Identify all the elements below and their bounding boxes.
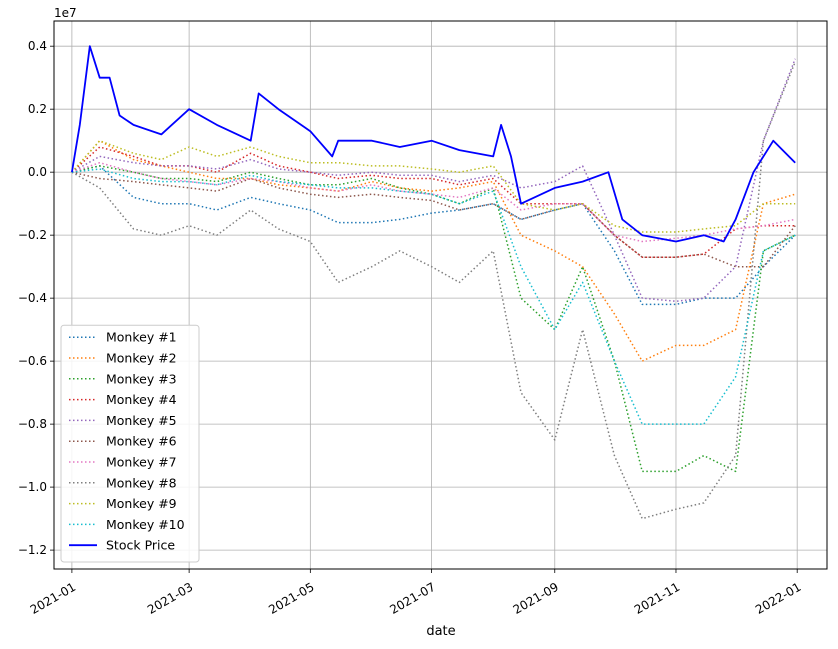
y-tick-label: −0.4 <box>18 291 47 305</box>
y-scale-label: 1e7 <box>54 6 77 20</box>
series-line-1 <box>71 165 796 306</box>
legend-label: Monkey #3 <box>106 371 177 386</box>
x-axis-label: date <box>426 624 455 639</box>
series-line-10 <box>71 168 796 425</box>
legend-label: Monkey #9 <box>106 496 177 511</box>
y-axis: −1.2 −1.0 −0.8 −0.6 −0.4 −0.2 0.0 0.2 0.4 <box>18 39 54 557</box>
y-tick-label: 0.4 <box>28 39 47 53</box>
legend-label: Monkey #2 <box>106 351 177 366</box>
y-tick-label: −1.0 <box>18 480 47 494</box>
series-line-7 <box>71 161 796 243</box>
series-line-9 <box>71 139 796 233</box>
legend-label: Monkey #10 <box>106 517 185 532</box>
legend: Monkey #1 Monkey #2 Monkey #3 Monkey #4 Monk… <box>60 324 200 563</box>
y-tick-label: −0.6 <box>18 354 47 368</box>
series-line-2 <box>71 139 796 362</box>
series-line-8 <box>71 61 796 520</box>
legend-label: Monkey #8 <box>106 475 177 490</box>
legend-label: Monkey #7 <box>106 455 177 470</box>
series-line-5 <box>71 58 796 303</box>
y-tick-label: 0.0 <box>28 165 47 179</box>
legend-label: Monkey #5 <box>106 413 177 428</box>
y-tick-label: −0.2 <box>18 228 47 242</box>
legend-label: Stock Price <box>106 538 175 553</box>
y-tick-label: 0.2 <box>28 102 47 116</box>
y-tick-label: −0.8 <box>18 417 47 431</box>
legend-label: Monkey #4 <box>106 392 177 407</box>
legend-box <box>60 324 200 563</box>
axes-frame <box>53 20 828 570</box>
plot-area <box>71 45 796 520</box>
legend-label: Monkey #1 <box>106 330 177 345</box>
y-tick-label: −1.2 <box>18 543 47 557</box>
legend-label: Monkey #6 <box>106 434 177 449</box>
series-line-11 <box>71 45 796 243</box>
